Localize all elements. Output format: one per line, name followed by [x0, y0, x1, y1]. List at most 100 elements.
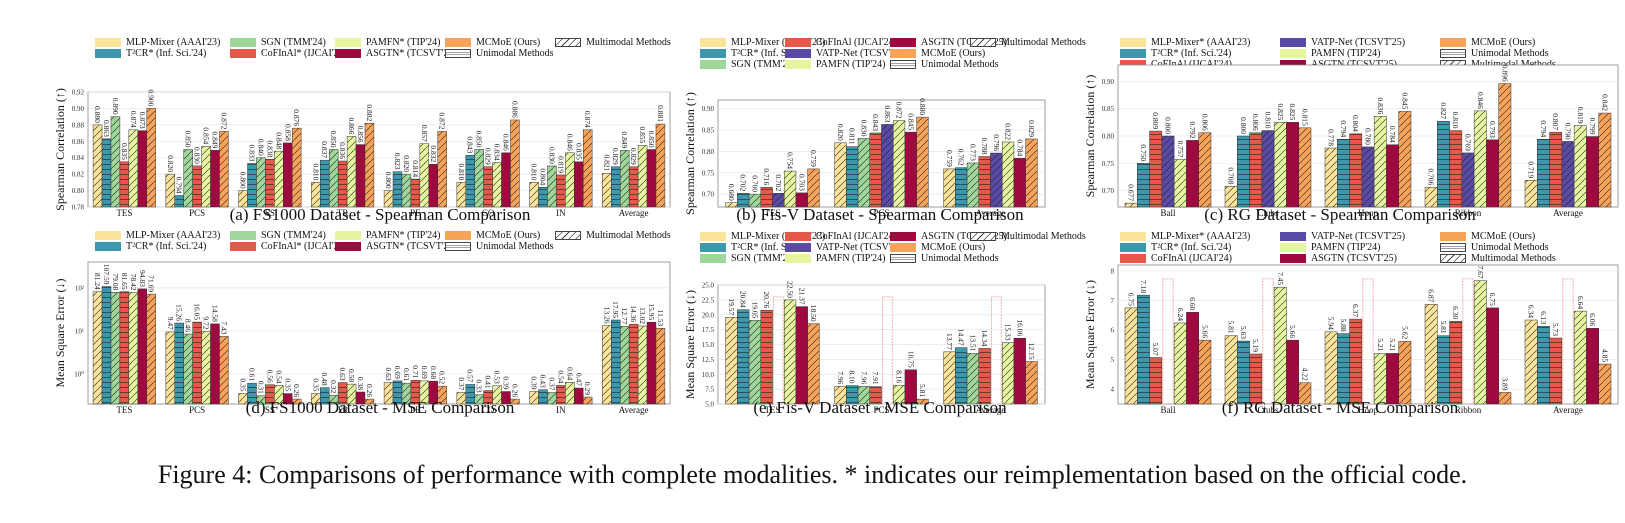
- legend-item: MLP-Mixer (AAAI'23): [95, 230, 220, 241]
- bar: [437, 131, 447, 208]
- bar: [1524, 319, 1538, 405]
- chart-panel-a: MLP-Mixer (AAAI'23) T²CR* (Inf. Sci.'24) S…: [0, 0, 690, 228]
- legend-item: Unimodal Methods: [890, 253, 999, 264]
- bar: [410, 178, 421, 208]
- legend-swatch: [700, 49, 726, 58]
- data-label: 0.784: [1015, 139, 1024, 156]
- data-label: 0.886: [510, 101, 519, 118]
- data-label: 6.06: [1588, 313, 1597, 326]
- bar: [1437, 121, 1450, 208]
- legend-swatch: [1440, 243, 1466, 252]
- legend-swatch: [890, 254, 916, 263]
- data-label: 0.64: [565, 367, 574, 380]
- bar: [582, 129, 593, 208]
- data-label: 0.37: [457, 377, 466, 390]
- x-tick-label: Ball: [1161, 208, 1176, 218]
- data-label: 0.26: [510, 384, 519, 397]
- missing-bar-placeholder: [1562, 278, 1574, 405]
- data-label: 19.05: [750, 302, 759, 319]
- bar: [978, 348, 991, 405]
- bar: [219, 131, 229, 208]
- data-label: 7.91: [871, 372, 880, 385]
- bar: [943, 168, 956, 208]
- data-label: 94.83: [138, 270, 147, 287]
- legend-label: MLP-Mixer (AAAI'23): [731, 231, 826, 242]
- data-label: 6.30: [1451, 306, 1460, 319]
- legend-item: VATP-Net (TCSVT'25): [785, 242, 910, 253]
- legend-label: ASGTN (TCSVT'25): [1311, 59, 1397, 70]
- data-label: 0.780: [1364, 128, 1373, 145]
- bar: [1449, 130, 1463, 208]
- data-label: 0.754: [786, 152, 795, 169]
- bar: [291, 127, 302, 208]
- bar: [628, 166, 639, 208]
- bar: [1398, 111, 1412, 208]
- bar: [346, 136, 357, 208]
- legend-label: PAMFN (TIP'24): [816, 253, 886, 264]
- data-label: 14.34: [980, 330, 989, 347]
- legend-label: SGN (TMM'24): [731, 59, 796, 70]
- legend-item: Multimodal Methods: [970, 37, 1086, 48]
- data-label: 0.37: [547, 377, 556, 390]
- legend-swatch: [890, 60, 916, 69]
- data-label: 79.08: [111, 273, 120, 290]
- subcaption-d: (d) FS1000 Dataset - MSE Comparison: [245, 398, 515, 417]
- data-label: 0.58: [347, 369, 356, 382]
- legend-label: T²CR* (Inf. Sci.'24): [1151, 48, 1232, 59]
- legend-item: PAMFN (TIP'24): [1280, 48, 1381, 59]
- bar: [1561, 141, 1575, 208]
- missing-bar-placeholder: [991, 296, 1002, 405]
- data-label: 5.66: [1288, 325, 1297, 338]
- y-tick-label: 17.5: [702, 326, 715, 334]
- data-label: 0.821: [602, 154, 611, 171]
- data-label: 17.95: [611, 301, 620, 318]
- data-label: 0.810: [311, 163, 320, 180]
- legend-label: ASGTN (TCSVT'25): [921, 37, 1007, 48]
- legend-swatch: [890, 38, 916, 47]
- data-label: 13.77: [945, 333, 954, 350]
- legend-item: T²CR* (Inf. Sci.'24): [95, 241, 206, 252]
- data-label: 5.63: [1239, 326, 1248, 339]
- x-tick-label: SS: [265, 208, 275, 218]
- bar: [655, 328, 666, 405]
- data-label: 0.39: [530, 376, 539, 389]
- data-label: 0.820: [836, 124, 845, 141]
- data-label: 0.866: [347, 117, 356, 134]
- x-tick-label: TES: [116, 405, 132, 415]
- data-label: 0.800: [239, 172, 248, 189]
- data-label: 0.700: [750, 175, 759, 192]
- legend-item: MCMoE (Ours): [445, 230, 540, 241]
- data-label: 0.759: [945, 150, 954, 167]
- data-label: 5.81: [1439, 321, 1448, 334]
- x-tick-label: TR: [337, 405, 349, 415]
- bar: [725, 317, 738, 405]
- legend-swatch: [1120, 243, 1146, 252]
- data-label: 0.35: [311, 378, 320, 391]
- y-tick-label: 15.0: [702, 341, 715, 349]
- bar: [128, 292, 139, 405]
- bar: [1198, 339, 1212, 405]
- legend-item: MCMoE (Ours): [1440, 231, 1535, 242]
- bar: [465, 384, 475, 405]
- figure-caption: Figure 4: Comparisons of performance wit…: [157, 460, 1468, 489]
- data-label: 0.719: [1527, 161, 1536, 178]
- bar: [1373, 353, 1387, 405]
- bar: [655, 123, 666, 208]
- bar: [556, 174, 566, 208]
- legend-label: Multimodal Methods: [1001, 231, 1086, 242]
- bar: [320, 159, 330, 208]
- x-tick-label: Ribbon: [1455, 208, 1482, 218]
- legend-label: Multimodal Methods: [586, 230, 671, 241]
- bar: [1386, 144, 1399, 208]
- legend-label: VATP-Net (TCSVT'25): [1311, 37, 1406, 48]
- data-label: 0.874: [129, 111, 138, 128]
- bar: [337, 160, 348, 208]
- bar: [1573, 125, 1587, 208]
- legend-item: PAMFN (TIP'24): [1280, 242, 1381, 253]
- data-label: 0.800: [384, 172, 393, 189]
- data-label: 5.19: [1251, 339, 1260, 352]
- legend-label: MCMoE (Ours): [476, 230, 541, 241]
- bar: [646, 321, 657, 405]
- x-tick-label: SS: [265, 405, 275, 415]
- legend-label: CoFInAl* (IJCAI'24): [261, 48, 347, 59]
